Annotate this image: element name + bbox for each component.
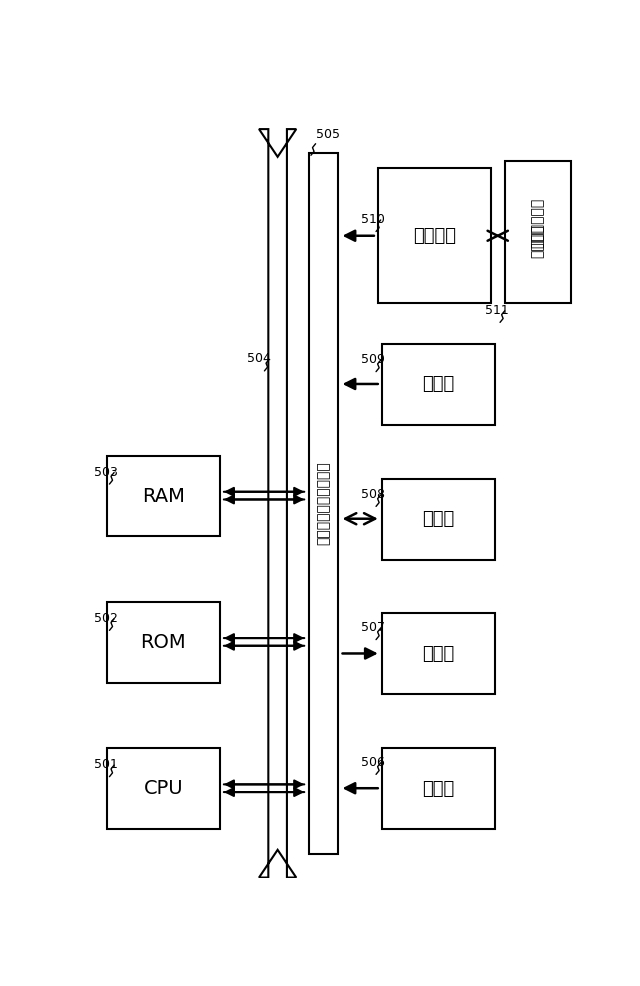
Bar (382, 478, 495, 559)
Bar (107, 456, 220, 536)
Bar (378, 169, 491, 303)
Text: 記憶部: 記憶部 (422, 510, 454, 528)
Bar (505, 161, 571, 303)
Text: 505: 505 (316, 128, 340, 141)
Text: 501: 501 (94, 758, 118, 771)
Bar (107, 601, 220, 682)
Bar (382, 748, 495, 829)
Text: メディア: メディア (531, 225, 545, 258)
Text: リムーバブル: リムーバブル (531, 197, 545, 247)
Polygon shape (259, 129, 296, 878)
Text: 502: 502 (94, 612, 118, 625)
Text: RAM: RAM (142, 486, 185, 506)
Text: 入出力インタフェース: 入出力インタフェース (316, 461, 330, 545)
Text: 508: 508 (360, 488, 385, 501)
Bar (382, 613, 495, 694)
Text: ドライブ: ドライブ (413, 227, 456, 245)
Bar (382, 344, 495, 425)
Text: 506: 506 (360, 756, 385, 769)
Text: 507: 507 (360, 621, 385, 634)
Text: 出力部: 出力部 (422, 645, 454, 663)
Text: 通信部: 通信部 (422, 376, 454, 393)
Text: 504: 504 (246, 352, 271, 365)
Text: ROM: ROM (141, 633, 186, 652)
Text: 503: 503 (94, 465, 118, 478)
Text: 511: 511 (484, 304, 508, 317)
Text: 510: 510 (360, 213, 385, 226)
Bar (308, 153, 338, 854)
Text: 509: 509 (360, 353, 385, 366)
Bar (107, 748, 220, 829)
Text: 入力部: 入力部 (422, 780, 454, 798)
Text: CPU: CPU (143, 779, 183, 798)
